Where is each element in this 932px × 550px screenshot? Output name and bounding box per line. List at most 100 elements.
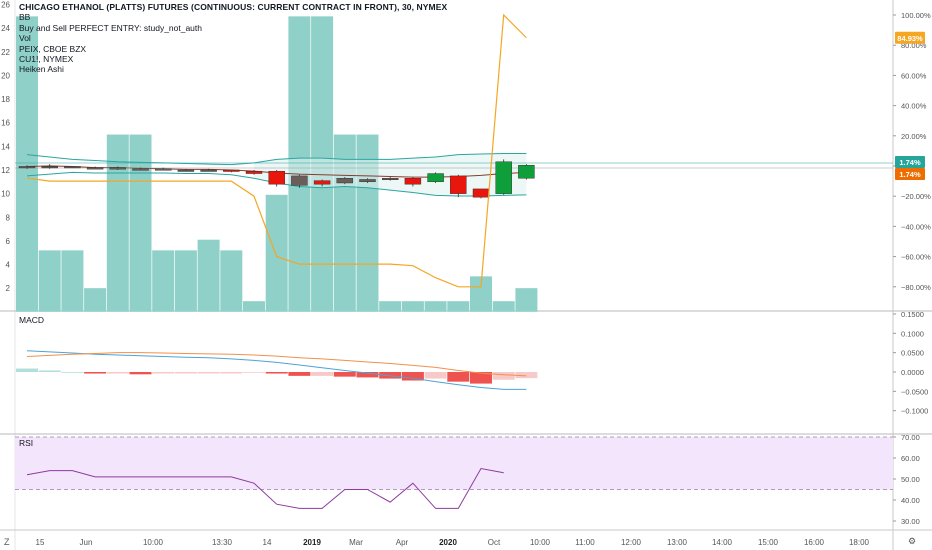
candle-body bbox=[86, 167, 104, 170]
left-axis-tick-label: 8 bbox=[6, 213, 11, 222]
macd-histogram-bar bbox=[61, 372, 84, 373]
volume-bar bbox=[174, 250, 197, 312]
macd-histogram-bar bbox=[447, 372, 470, 382]
volume-bar bbox=[152, 250, 175, 312]
macd-histogram-bar bbox=[424, 372, 447, 379]
volume-bar bbox=[447, 301, 470, 312]
time-axis-label: 14:00 bbox=[712, 538, 733, 547]
legend-line-peix[interactable]: PEIX, CBOE BZX bbox=[19, 43, 87, 54]
time-axis-label: 12:00 bbox=[621, 538, 642, 547]
rsi-axis-tick-label: 30.00 bbox=[901, 517, 920, 526]
right-axis-tick-label: 60.00% bbox=[901, 71, 927, 80]
candle-body bbox=[223, 169, 240, 172]
time-axis-label: 2020 bbox=[439, 538, 457, 547]
macd-axis-tick-label: 0.1500 bbox=[901, 310, 924, 319]
legend-line-volume[interactable]: Vol bbox=[19, 33, 31, 44]
macd-histogram-bar bbox=[197, 372, 220, 374]
badge-price-green-text: 1.74% bbox=[899, 158, 921, 167]
time-axis-label: Jun bbox=[80, 538, 93, 547]
macd-histogram-bar bbox=[401, 372, 424, 381]
rsi-band bbox=[15, 437, 893, 490]
right-axis-tick-label: −60.00% bbox=[901, 253, 931, 262]
volume-bar bbox=[16, 16, 38, 312]
time-axis-label: 13:30 bbox=[212, 538, 233, 547]
candle-body bbox=[291, 175, 308, 186]
macd-histogram-bar bbox=[333, 372, 356, 377]
volume-bar bbox=[243, 301, 265, 312]
right-axis-tick-label: −80.00% bbox=[901, 283, 931, 292]
macd-histogram-bar bbox=[492, 372, 515, 380]
macd-signal-line bbox=[26, 352, 527, 377]
badge-price-green: 1.74% bbox=[895, 156, 925, 168]
macd-histogram-bar bbox=[265, 372, 288, 374]
badge-price-red: 1.74% bbox=[895, 168, 925, 180]
volume-bar bbox=[84, 288, 107, 312]
macd-histogram-bar bbox=[129, 372, 152, 375]
badge-price-red-text: 1.74% bbox=[899, 170, 921, 179]
time-axis-label: Mar bbox=[349, 538, 363, 547]
macd-histogram-bar bbox=[288, 372, 311, 376]
time-axis-label: 10:00 bbox=[143, 538, 164, 547]
macd-histogram-bar bbox=[152, 372, 175, 374]
badge-percent-text: 84.93% bbox=[897, 34, 923, 43]
right-axis-tick-label: −40.00% bbox=[901, 222, 931, 231]
volume-bar bbox=[424, 301, 447, 312]
left-axis-tick-label: 2 bbox=[6, 284, 11, 293]
rsi-axis-tick-label: 60.00 bbox=[901, 454, 920, 463]
right-axis-tick-label: −20.00% bbox=[901, 192, 931, 201]
left-axis-tick-label: 22 bbox=[1, 48, 10, 57]
time-axis-label: 13:00 bbox=[667, 538, 688, 547]
candle-body bbox=[495, 161, 512, 194]
candle-body bbox=[404, 178, 422, 185]
volume-bar bbox=[38, 250, 61, 312]
volume-bar bbox=[265, 194, 288, 312]
legend-line-buy-sell[interactable]: Buy and Sell PERFECT ENTRY: study_not_au… bbox=[19, 22, 203, 33]
candle-body bbox=[450, 175, 467, 194]
volume-bar bbox=[401, 301, 424, 312]
candle-body bbox=[313, 180, 331, 185]
volume-bar bbox=[492, 301, 515, 312]
badge-price-green-bg bbox=[895, 156, 925, 168]
macd-histogram-bar bbox=[174, 372, 197, 374]
rsi-line bbox=[26, 467, 504, 509]
candle-body bbox=[177, 169, 195, 172]
macd-histogram-bar bbox=[106, 372, 129, 374]
macd-axis-tick-label: 0.0000 bbox=[901, 368, 924, 377]
volume-bar bbox=[470, 276, 492, 312]
rsi-axis-tick-label: 40.00 bbox=[901, 496, 920, 505]
rsi-pane-label[interactable]: RSI bbox=[19, 438, 34, 448]
legend-line-cu1[interactable]: CU1!, NYMEX bbox=[19, 54, 74, 65]
candle-body bbox=[382, 178, 399, 180]
rsi-axis-tick-label: 50.00 bbox=[901, 475, 920, 484]
macd-histogram-bar bbox=[84, 372, 107, 374]
volume-bar bbox=[220, 250, 243, 312]
macd-histogram-bar bbox=[220, 372, 243, 374]
macd-axis-tick-label: −0.0500 bbox=[901, 387, 928, 396]
legend-line-bb[interactable]: BB bbox=[19, 12, 31, 23]
macd-histogram-bar bbox=[243, 372, 265, 373]
candle-body bbox=[427, 173, 444, 183]
comparison-percent-line bbox=[26, 13, 527, 288]
time-axis-label: 10:00 bbox=[530, 538, 551, 547]
macd-histogram-bar bbox=[16, 368, 38, 372]
volume-bar bbox=[379, 301, 402, 312]
macd-pane-label[interactable]: MACD bbox=[19, 315, 45, 325]
left-axis-tick-label: 12 bbox=[1, 166, 10, 175]
volume-bar bbox=[106, 134, 129, 312]
time-axis-label: Apr bbox=[396, 538, 409, 547]
time-axis-label: 2019 bbox=[303, 538, 321, 547]
candle-body bbox=[200, 169, 217, 172]
candle-body bbox=[41, 166, 58, 169]
macd-axis-tick-label: 0.1000 bbox=[901, 329, 924, 338]
time-axis-label: 11:00 bbox=[575, 538, 595, 547]
time-axis-label: 14 bbox=[263, 538, 272, 547]
right-axis-tick-label: 20.00% bbox=[901, 132, 927, 141]
legend-line-heiken-ashi[interactable]: Heiken Ashi bbox=[19, 64, 64, 75]
macd-axis-tick-label: −0.1000 bbox=[901, 407, 928, 416]
timezone-z-icon[interactable]: Z bbox=[4, 537, 10, 547]
candle-body bbox=[472, 188, 490, 198]
gear-icon[interactable]: ⚙ bbox=[908, 536, 917, 546]
left-axis-tick-label: 4 bbox=[6, 261, 11, 270]
candle-body bbox=[359, 179, 376, 183]
macd-axis-tick-label: 0.0500 bbox=[901, 349, 924, 358]
